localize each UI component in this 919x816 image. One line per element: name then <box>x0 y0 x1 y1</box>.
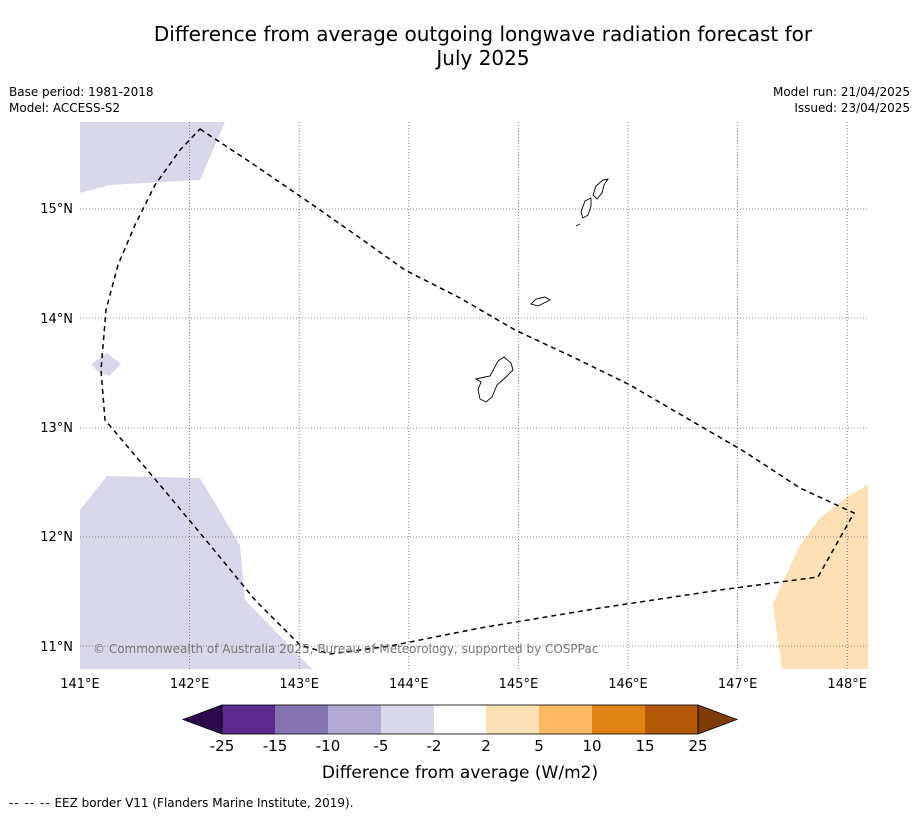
saipan-island <box>592 178 609 200</box>
base-period: Base period: 1981-2018 <box>9 85 154 99</box>
colorbar-max-arrow <box>697 704 739 735</box>
model-name: Model: ACCESS-S2 <box>9 101 121 115</box>
eez-legend-symbol: -- -- -- <box>9 796 51 810</box>
eez-border <box>100 128 856 655</box>
colorbar-segment <box>328 705 381 734</box>
colorbar-segment <box>645 705 698 734</box>
map-title: Difference from average outgoing longwav… <box>90 22 876 70</box>
lon-tick-label: 148°E <box>827 677 867 692</box>
copyright-notice: © Commonwealth of Australia 2025, Bureau… <box>93 642 598 656</box>
grid-lines <box>80 122 868 669</box>
latitude-tick-labels: 15°N 14°N 13°N 12°N 11°N <box>40 202 73 655</box>
title-line-2: July 2025 <box>436 46 530 70</box>
colorbar: -25 -15 -10 -5 -2 2 5 10 15 25 Differenc… <box>181 704 739 783</box>
meta-left: Base period: 1981-2018 Model: ACCESS-S2 <box>9 84 154 116</box>
lat-tick-label: 13°N <box>40 421 73 436</box>
longitude-tick-labels: 141°E 142°E 143°E 144°E 145°E 146°E 147°… <box>60 677 867 692</box>
aguijan-island <box>575 223 581 227</box>
anomaly-region-southeast <box>773 485 868 669</box>
lon-tick-label: 145°E <box>499 677 539 692</box>
colorbar-tick-label: -2 <box>427 737 442 755</box>
lon-tick-label: 146°E <box>608 677 648 692</box>
colorbar-segment <box>222 705 275 734</box>
colorbar-tick-label: -10 <box>316 737 341 755</box>
colorbar-segment <box>539 705 592 734</box>
colorbar-tick-label: -5 <box>374 737 389 755</box>
colorbar-segment <box>434 705 486 734</box>
islands <box>474 178 609 403</box>
lon-tick-label: 141°E <box>60 677 100 692</box>
colorbar-segment <box>486 705 539 734</box>
colorbar-tick-label: -25 <box>210 737 235 755</box>
rota-island <box>530 296 551 307</box>
colorbar-tick-label: -15 <box>263 737 288 755</box>
colorbar-tick-label: 2 <box>481 737 491 755</box>
colorbar-tick-label: 15 <box>635 737 654 755</box>
colorbar-label: Difference from average (W/m2) <box>322 763 598 783</box>
anomaly-region-small-patch <box>91 353 121 376</box>
colorbar-outline <box>221 704 699 735</box>
colorbar-min-arrow <box>181 704 223 735</box>
tinian-island <box>580 197 592 219</box>
title-line-1: Difference from average outgoing longwav… <box>153 22 813 46</box>
lat-tick-label: 11°N <box>40 640 73 655</box>
colorbar-tick-label: 10 <box>582 737 601 755</box>
lon-tick-label: 144°E <box>389 677 429 692</box>
lat-tick-label: 12°N <box>40 530 73 545</box>
guam-island <box>474 356 514 403</box>
map-plot-area: © Commonwealth of Australia 2025, Bureau… <box>80 122 868 669</box>
model-run: Model run: 21/04/2025 <box>772 85 910 99</box>
lat-tick-label: 15°N <box>40 202 73 217</box>
issued-date: Issued: 23/04/2025 <box>794 101 910 115</box>
lon-tick-label: 143°E <box>279 677 319 692</box>
lon-tick-label: 147°E <box>718 677 758 692</box>
eez-legend-text: EEZ border V11 (Flanders Marine Institut… <box>54 796 354 810</box>
colorbar-tick-labels: -25 -15 -10 -5 -2 2 5 10 15 25 <box>210 737 708 755</box>
meta-right: Model run: 21/04/2025 Issued: 23/04/2025 <box>773 84 910 116</box>
colorbar-tick-label: 25 <box>688 737 707 755</box>
lon-tick-label: 142°E <box>170 677 210 692</box>
map-figure: © Commonwealth of Australia 2025, Bureau… <box>40 122 868 783</box>
colorbar-segment <box>275 705 328 734</box>
anomaly-region-northwest <box>80 122 225 193</box>
colorbar-segment <box>381 705 434 734</box>
colorbar-tick-label: 5 <box>534 737 544 755</box>
colorbar-segment <box>592 705 645 734</box>
eez-legend-footnote: -- -- -- EEZ border V11 (Flanders Marine… <box>9 796 354 810</box>
lat-tick-label: 14°N <box>40 312 73 327</box>
anomaly-region-southwest <box>80 476 312 669</box>
